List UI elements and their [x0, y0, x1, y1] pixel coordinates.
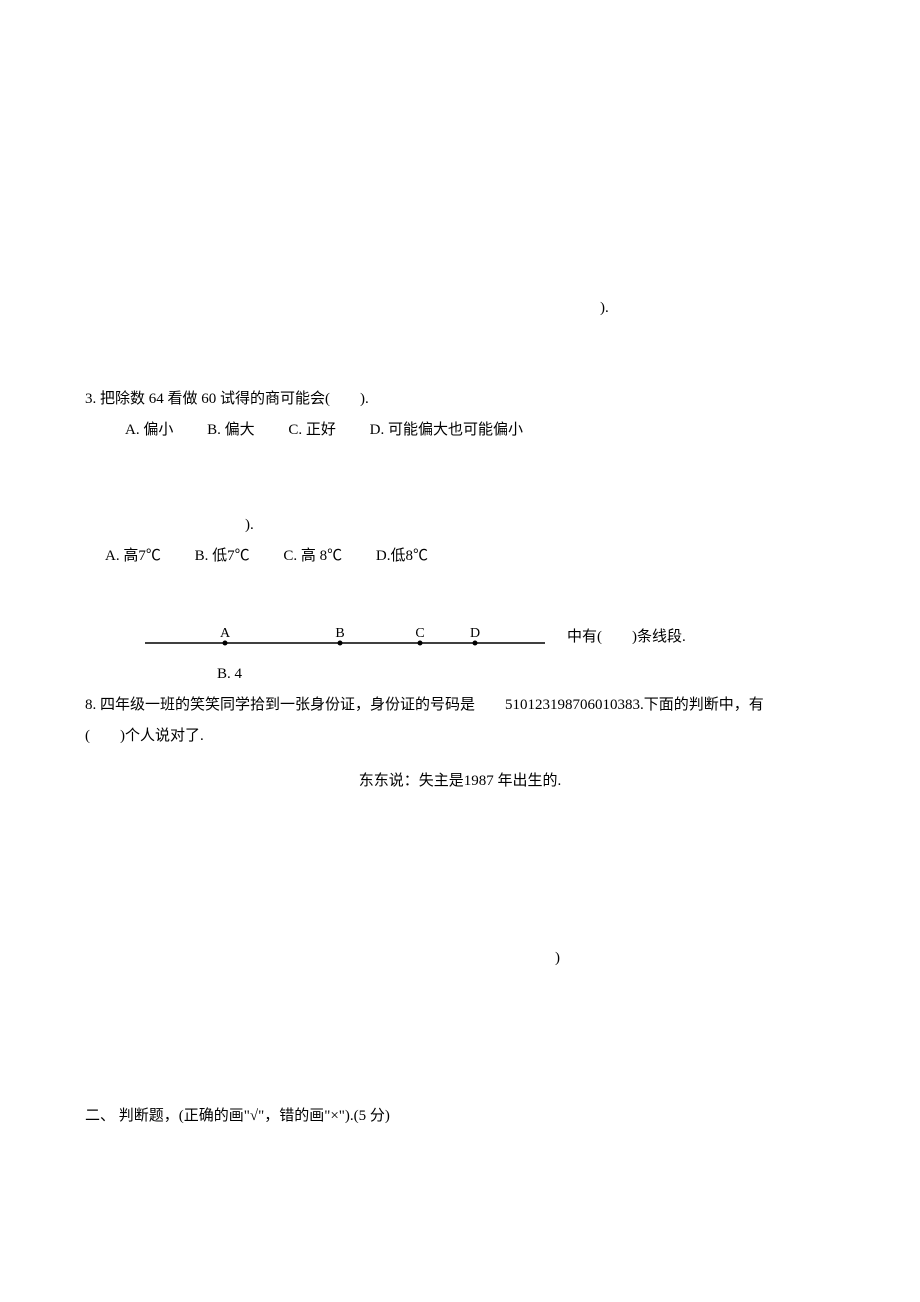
q3-opt-d: D. 可能偏大也可能偏小 — [370, 422, 523, 438]
q3-opt-b: B. 偏大 — [207, 422, 255, 438]
fragment-close-paren-1: ). — [85, 295, 835, 322]
section-2-heading: 二、 判断题，(正确的画"√"，错的画"×").(5 分) — [85, 1103, 835, 1130]
q8-dongdong: 东东说：失主是1987 年出生的. — [85, 768, 835, 795]
q3-text: 3. 把除数 64 看做 60 试得的商可能会( ). — [85, 386, 835, 413]
q3-opt-c: C. 正好 — [288, 422, 336, 438]
q-temp-opt-a: A. 高7℃ — [105, 548, 161, 564]
lone-close-paren: ) — [85, 945, 835, 972]
q3-options: A. 偏小 B. 偏大 C. 正好 D. 可能偏大也可能偏小 — [85, 417, 835, 444]
q-temp-opt-c: C. 高 8℃ — [283, 548, 342, 564]
option-b4: B. 4 — [85, 661, 835, 688]
q3-opt-a: A. 偏小 — [125, 422, 173, 438]
svg-text:D: D — [470, 626, 480, 641]
line-segment-question: A B C D 中有( )条线段. — [85, 619, 835, 655]
q8-line2: ( )个人说对了. — [85, 723, 835, 750]
q-temp-opt-b: B. 低7℃ — [195, 548, 250, 564]
svg-text:A: A — [220, 626, 231, 641]
q-temp-opt-d: D.低8℃ — [376, 548, 428, 564]
line-segment-diagram: A B C D — [145, 619, 555, 655]
q-temp-options: A. 高7℃ B. 低7℃ C. 高 8℃ D.低8℃ — [85, 543, 835, 570]
fragment-close-paren-2: ). — [85, 512, 835, 539]
line-segment-tail-text: 中有( )条线段. — [567, 624, 686, 651]
svg-text:B: B — [335, 626, 344, 641]
q8-line1: 8. 四年级一班的笑笑同学拾到一张身份证，身份证的号码是 51012319870… — [85, 692, 835, 719]
svg-text:C: C — [415, 626, 424, 641]
